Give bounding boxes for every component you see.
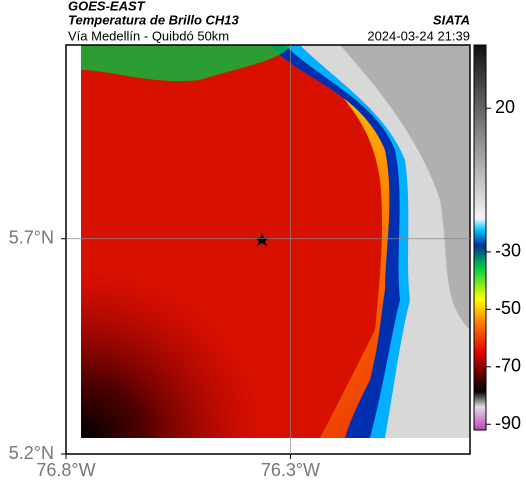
- colorbar-tick-label: -30: [495, 241, 521, 261]
- colorbar: [473, 44, 487, 431]
- location-marker: [255, 233, 269, 246]
- agency: SIATA: [433, 12, 470, 27]
- source: GOES-EAST: [68, 0, 146, 13]
- colorbar-tick-label: -50: [495, 298, 521, 318]
- x-tick-label: 76.3°W: [261, 460, 320, 480]
- brightness-field: [81, 45, 470, 438]
- y-tick-label: 5.7°N: [9, 227, 54, 247]
- timestamp: 2024-03-24 21:39: [367, 28, 470, 43]
- title: Temperatura de Brillo CH13: [68, 12, 240, 27]
- colorbar-tick-label: -90: [495, 413, 521, 433]
- x-tick-label: 76.8°W: [36, 460, 95, 480]
- subtitle: Vía Medellín - Quibdó 50km: [68, 28, 229, 43]
- colorbar-tick-label: 20: [495, 97, 515, 117]
- map-frame: [65, 44, 471, 455]
- y-tick-label: 5.2°N: [9, 443, 54, 463]
- colorbar-tick-label: -70: [495, 356, 521, 376]
